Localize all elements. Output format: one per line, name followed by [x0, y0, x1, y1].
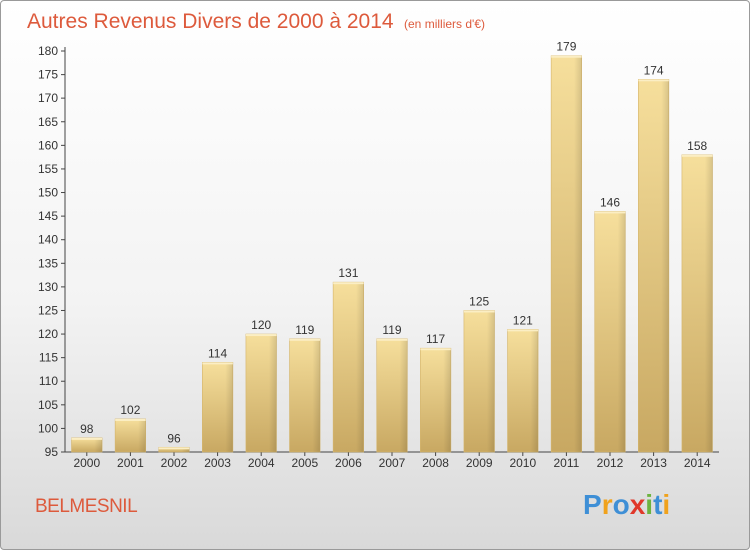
- data-label: 121: [513, 313, 533, 327]
- brand-letter: o: [612, 489, 630, 520]
- brand-letter: P: [583, 489, 602, 520]
- bar-shade: [399, 338, 408, 452]
- y-tick-label: 175: [38, 68, 58, 82]
- y-tick-label: 170: [38, 91, 58, 105]
- y-tick-label: 160: [38, 138, 58, 152]
- data-label: 174: [644, 63, 664, 77]
- y-tick-label: 95: [45, 445, 59, 459]
- data-label: 114: [208, 346, 227, 360]
- y-tick-label: 135: [38, 256, 58, 270]
- x-axis: 2000 2001 2002 2003 2004 2005 2006 2007 2008 2009…: [65, 451, 719, 470]
- x-tick-label: 2011: [553, 456, 579, 470]
- x-tick-label: 2013: [640, 456, 667, 470]
- y-tick-label: 120: [38, 327, 58, 341]
- x-tick-label: 2014: [684, 456, 711, 470]
- bar-shade: [704, 154, 713, 452]
- bar-shade: [486, 310, 495, 452]
- bar-shade: [530, 329, 539, 452]
- data-label: 120: [251, 318, 271, 332]
- bar-shade: [94, 437, 103, 452]
- chart-subtitle: (en milliers d'€): [404, 17, 485, 31]
- bar-highlight: [681, 154, 713, 157]
- bar-highlight: [289, 338, 321, 341]
- bar-shade: [617, 211, 626, 452]
- data-label: 98: [80, 422, 94, 436]
- data-label: 179: [556, 40, 576, 54]
- x-tick-label: 2006: [335, 456, 362, 470]
- bar-shade: [268, 334, 277, 452]
- data-label: 96: [167, 431, 181, 445]
- x-tick-label: 2001: [117, 456, 144, 470]
- y-tick-label: 155: [38, 162, 58, 176]
- y-tick-label: 110: [39, 374, 58, 388]
- y-axis: 95 100 105 110 115 120 125 130 135 140 145 150 155 16…: [38, 44, 66, 459]
- y-tick-label: 115: [39, 351, 58, 365]
- data-label: 125: [469, 294, 489, 308]
- data-label: 119: [295, 323, 314, 337]
- bar-shade: [443, 348, 451, 452]
- y-tick-label: 150: [38, 186, 58, 200]
- bar-shade: [312, 338, 321, 452]
- brand-letter: r: [601, 489, 613, 520]
- brand-letter: x: [629, 489, 646, 520]
- bar-highlight: [420, 348, 451, 351]
- bar-shade: [225, 362, 233, 452]
- chart-title-group: Autres Revenus Divers de 2000 à 2014 (en…: [27, 10, 485, 34]
- bar-highlight: [71, 437, 103, 440]
- y-tick-label: 140: [38, 233, 58, 247]
- x-tick-label: 2003: [204, 456, 231, 470]
- x-tick-label: 2008: [422, 456, 449, 470]
- y-tick-label: 125: [38, 303, 58, 317]
- bar-highlight: [245, 334, 277, 337]
- bar-highlight: [463, 310, 495, 313]
- data-label: 102: [120, 403, 140, 417]
- bar-highlight: [333, 282, 364, 285]
- x-tick-label: 2009: [466, 456, 493, 470]
- location-name: BELMESNIL: [35, 496, 138, 517]
- x-tick-label: 2010: [509, 456, 536, 470]
- data-label: 131: [338, 266, 358, 280]
- bar-shade: [138, 418, 146, 452]
- x-tick-label: 2002: [161, 456, 188, 470]
- y-tick-label: 165: [38, 115, 58, 129]
- bar-highlight: [202, 362, 233, 365]
- bar-highlight: [507, 329, 539, 332]
- bar-shade: [356, 282, 364, 452]
- bar-shade: [661, 79, 669, 453]
- data-labels: 98 102 96 114 120 119 131 119 117 125 121 179 146 174…: [80, 40, 707, 446]
- bar-shade: [181, 447, 190, 452]
- brand-letter: i: [645, 489, 654, 520]
- proxiti-logo: Proxiti: [583, 489, 670, 521]
- bar-highlight: [551, 55, 582, 58]
- data-label: 119: [382, 323, 401, 337]
- y-tick-label: 100: [38, 421, 58, 435]
- bar-highlight: [158, 447, 190, 450]
- x-tick-label: 2000: [73, 456, 100, 470]
- x-tick-label: 2007: [379, 456, 406, 470]
- bars: [71, 55, 713, 453]
- bar-highlight: [376, 338, 408, 341]
- bar-highlight: [638, 79, 669, 82]
- brand-letter: t: [653, 489, 663, 520]
- bar-shade: [574, 55, 582, 452]
- bar-highlight: [115, 418, 146, 421]
- y-tick-label: 130: [38, 280, 58, 294]
- y-tick-label: 105: [38, 398, 58, 412]
- x-tick-label: 2005: [291, 456, 318, 470]
- bar-highlight: [594, 211, 626, 214]
- data-label: 146: [600, 195, 620, 209]
- x-tick-label: 2012: [597, 456, 624, 470]
- data-label: 117: [426, 332, 445, 346]
- data-label: 158: [687, 139, 707, 153]
- y-tick-label: 145: [38, 209, 58, 223]
- y-tick-label: 180: [38, 44, 58, 58]
- brand-letter: i: [662, 489, 671, 520]
- x-tick-label: 2004: [248, 456, 275, 470]
- chart-title: Autres Revenus Divers de 2000 à 2014: [27, 10, 394, 33]
